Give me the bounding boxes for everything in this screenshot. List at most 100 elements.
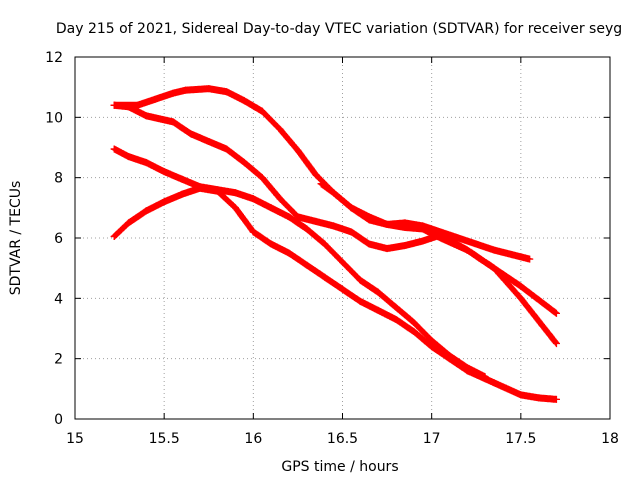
data-point [508,251,516,259]
x-tick-label: 15.5 [149,431,180,447]
data-point [446,355,453,363]
y-tick-label: 12 [45,50,63,66]
data-point [142,159,150,167]
data-point [356,276,364,284]
data-point [383,220,391,228]
data-point [160,168,168,176]
data-point [187,130,195,138]
data-point [303,225,311,233]
data-point [317,180,325,188]
data-point [214,187,222,195]
data-point [347,204,355,212]
data-point [428,337,436,345]
data-point [240,97,248,105]
data-point [383,245,391,253]
data-point [339,285,346,293]
data-point [196,184,204,192]
x-tick-label: 17 [423,431,441,447]
data-point [182,86,190,94]
data-point [490,246,498,254]
data-point [454,234,462,242]
data-point [178,190,186,198]
data-point [419,237,427,245]
data-point [142,112,150,120]
data-point [232,204,239,212]
data-point [169,89,177,97]
chart-title: Day 215 of 2021, Sidereal Day-to-day VTE… [56,21,622,37]
data-point [374,306,382,314]
data-point [267,240,275,248]
data-point [526,255,534,263]
data-point [356,297,364,305]
data-point [553,395,560,403]
y-axis-label: SDTVAR / TECUs [8,181,24,296]
x-tick-label: 16.5 [327,431,358,447]
data-point [517,391,525,399]
data-point [169,118,177,126]
data-point [110,101,118,109]
data-point [303,261,311,269]
data-point [535,394,543,402]
data-point [125,153,132,161]
data-point [205,137,213,145]
y-tick-label: 2 [54,352,63,368]
data-point [410,318,418,326]
data-point [151,95,159,103]
data-point [223,145,231,153]
data-point [240,159,248,167]
data-point [490,264,498,272]
data-point [553,309,560,317]
y-tick-label: 0 [54,412,63,428]
data-point [249,195,257,203]
data-point [339,258,346,266]
data-point [490,379,498,387]
data-point [125,219,132,227]
y-tick-label: 10 [45,110,63,126]
data-point [258,174,266,182]
y-tick-label: 4 [54,291,63,307]
data-point [249,228,257,236]
data-point [419,222,427,230]
data-point [428,343,436,351]
data-point [321,273,329,281]
data-point [258,107,266,115]
data-point [276,195,284,203]
data-point [294,147,302,155]
data-point [232,189,239,197]
data-point [276,125,284,133]
data-point [392,303,400,311]
data-layer [110,85,560,403]
data-point [463,367,471,375]
series-track-2 [110,101,560,348]
series-markers [317,180,533,263]
data-point [330,189,338,197]
y-tick-label: 8 [54,171,63,187]
data-point [205,85,213,93]
x-tick-label: 15 [66,431,84,447]
data-point [347,228,355,236]
data-point [392,315,400,323]
data-point [463,246,471,254]
data-point [365,216,373,224]
data-point [160,198,168,206]
series-track-4 [110,184,560,403]
data-point [374,288,382,296]
x-tick-label: 18 [601,431,619,447]
data-point [517,294,525,302]
data-point [312,217,320,225]
data-point [401,242,409,250]
grid [75,57,610,419]
series-markers [110,184,560,403]
data-point [285,249,293,257]
x-tick-label: 17.5 [505,431,536,447]
series-track-5 [317,180,534,263]
x-tick-label: 16 [244,431,262,447]
data-point [321,240,329,248]
data-point [330,222,338,230]
data-point [401,219,409,227]
y-tick-label: 6 [54,231,63,247]
data-point [410,328,418,336]
x-axis-label: GPS time / hours [281,459,398,475]
data-point [223,88,231,96]
